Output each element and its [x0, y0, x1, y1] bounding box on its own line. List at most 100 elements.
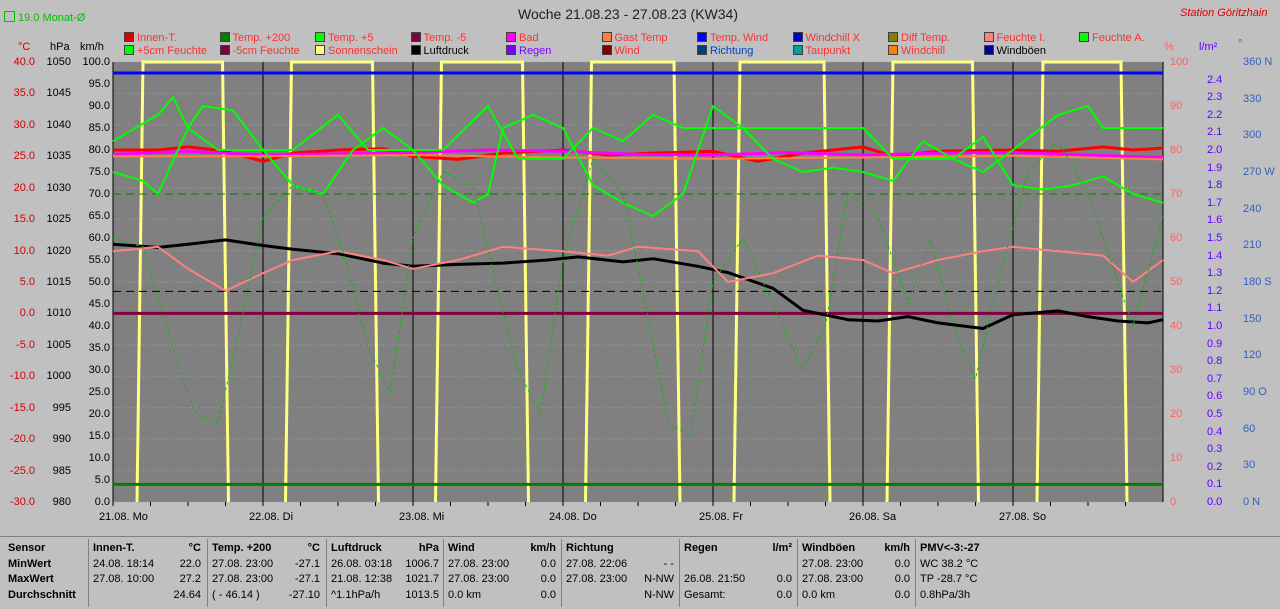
rain-tick: 1.8	[1207, 179, 1223, 192]
stats-row: 24.64	[93, 588, 201, 604]
legend-item: Feuchte I.	[983, 32, 1046, 45]
temp-tick: -20.0	[9, 433, 35, 446]
legend-label: Feuchte I.	[996, 32, 1046, 44]
stats-block-unit: °C	[307, 542, 320, 554]
stats-cell-value: 1021.7	[405, 573, 439, 585]
temp-unit: °C	[18, 41, 31, 53]
percent-tick: 90	[1170, 100, 1183, 112]
rain-tick: 0.2	[1207, 460, 1223, 473]
legend-swatch-icon	[601, 32, 612, 42]
stats-cell-label: 0.8hPa/3h	[920, 588, 971, 601]
x-tick-label: 26.08. Sa	[849, 511, 897, 523]
percent-tick: 40	[1170, 320, 1183, 332]
temp-tick: -5.0	[16, 338, 35, 351]
legend-swatch-icon	[124, 45, 134, 55]
legend-label: Wind	[614, 45, 640, 57]
legend-label: Windchill X	[805, 32, 860, 44]
stats-cell-value: 0.0	[894, 588, 910, 601]
direction-tick: 210	[1243, 239, 1262, 252]
direction-tick: 270 W	[1243, 166, 1275, 178]
stats-block-header: Innen-T. °C	[93, 541, 201, 557]
stats-cell-value: N-NW	[644, 588, 674, 601]
legend-label: Temp. +200	[232, 32, 291, 44]
stats-cell-value: 0.0	[894, 573, 910, 585]
row-label-min: MinWert	[8, 557, 52, 570]
stats-separator	[207, 539, 208, 607]
series-line	[112, 245, 1164, 292]
row-label-max: MaxWert	[8, 573, 54, 585]
stats-cell-value: 22.0	[179, 557, 201, 570]
legend-label: Luftdruck	[423, 45, 469, 57]
x-tick-label: 25.08. Fr	[699, 511, 744, 523]
direction-tick: 150	[1243, 312, 1262, 325]
legend-swatch-icon	[888, 45, 898, 55]
stats-block-header: Luftdruck hPa	[331, 541, 439, 557]
legend-item: Gast Temp	[601, 32, 668, 45]
legend-label: Temp. +5	[328, 32, 374, 44]
stats-cell-value: 0.0	[540, 557, 556, 570]
stats-block-title: Luftdruck	[331, 542, 382, 554]
temp-tick: -25.0	[9, 464, 35, 477]
stats-block-unit: km/h	[530, 542, 556, 554]
stats-block-title: Temp. +200	[212, 542, 272, 554]
stats-block-header: Regen l/m²	[684, 541, 792, 557]
pressure-tick: 995	[52, 401, 71, 414]
stats-row: 0.8hPa/3h	[920, 588, 1028, 604]
stats-row: 27.08. 10:00 27.2	[93, 572, 201, 588]
legend-swatch-icon	[124, 32, 134, 42]
temp-tick: 30.0	[13, 118, 35, 131]
sunshine-mark	[135, 60, 230, 503]
pressure-tick: 1020	[46, 244, 71, 257]
stats-row-labels: Sensor MinWert MaxWert Durchschnitt	[8, 541, 88, 603]
rain-tick: 0.6	[1207, 390, 1223, 403]
pressure-tick: 1035	[46, 150, 71, 163]
stats-panel: Sensor MinWert MaxWert Durchschnitt Inne…	[0, 536, 1280, 609]
direction-tick: 0 N	[1243, 496, 1261, 508]
temp-tick: -30.0	[9, 496, 35, 508]
rain-tick: 0.8	[1207, 355, 1223, 368]
stats-separator	[679, 539, 680, 607]
x-tick-label: 24.08. Do	[549, 511, 597, 523]
legend-label: Innen-T.	[137, 32, 177, 44]
rain-tick: 1.0	[1207, 320, 1223, 332]
rain-tick: 1.4	[1207, 249, 1223, 262]
rain-unit: l/m²	[1199, 41, 1218, 53]
rain-tick: 1.5	[1207, 232, 1223, 244]
stats-cell-value: 0.0	[540, 573, 556, 585]
legend-item: Windböen	[983, 45, 1046, 58]
speed-tick: 0.0	[94, 496, 110, 508]
legend-swatch-icon	[601, 45, 612, 55]
stats-separator	[797, 539, 798, 607]
stats-row: ^1.1hPa/h 1013.5	[331, 588, 439, 604]
stats-block-title: Innen-T.	[93, 542, 135, 554]
rain-tick: 0.1	[1207, 478, 1223, 491]
speed-tick: 90.0	[88, 100, 110, 112]
stats-block: Richtung 27.08. 22:06 - - 27.08. 23:00 N-NW N…	[566, 541, 674, 603]
sunshine-mark	[284, 60, 380, 503]
rain-tick: 1.2	[1207, 284, 1223, 297]
stats-row: N-NW	[566, 588, 674, 604]
legend-swatch-icon	[315, 45, 325, 55]
rain-tick: 1.9	[1207, 161, 1223, 174]
pressure-unit: hPa	[50, 41, 70, 53]
x-tick-label: 27.08. So	[999, 511, 1047, 523]
stats-row: Gesamt: 0.0	[684, 588, 792, 604]
stats-cell-value: -27.10	[288, 588, 320, 601]
temp-tick: 10.0	[13, 244, 35, 257]
legend-swatch-icon	[1079, 32, 1089, 42]
stats-cell-value: -27.1	[294, 557, 320, 570]
legend-label: Sonnenschein	[328, 45, 398, 57]
rain-tick: 0.3	[1207, 443, 1223, 456]
stats-row: ( - 46.14 ) -27.10	[212, 588, 320, 604]
stats-row: TP -28.7 °C	[920, 572, 1028, 588]
pressure-tick: 1040	[46, 118, 71, 131]
stats-row: 27.08. 22:06 - -	[566, 557, 674, 573]
legend-item: +5cm Feuchte	[124, 45, 207, 58]
speed-tick: 100.0	[82, 56, 110, 68]
rain-tick: 2.4	[1207, 73, 1223, 86]
stats-block-header: Temp. +200 °C	[212, 541, 320, 557]
monthly-average-label: 19.0 Monat-Ø	[18, 12, 86, 24]
speed-tick: 20.0	[88, 408, 110, 420]
temp-tick: 35.0	[13, 87, 35, 100]
pressure-tick: 1045	[46, 87, 71, 100]
